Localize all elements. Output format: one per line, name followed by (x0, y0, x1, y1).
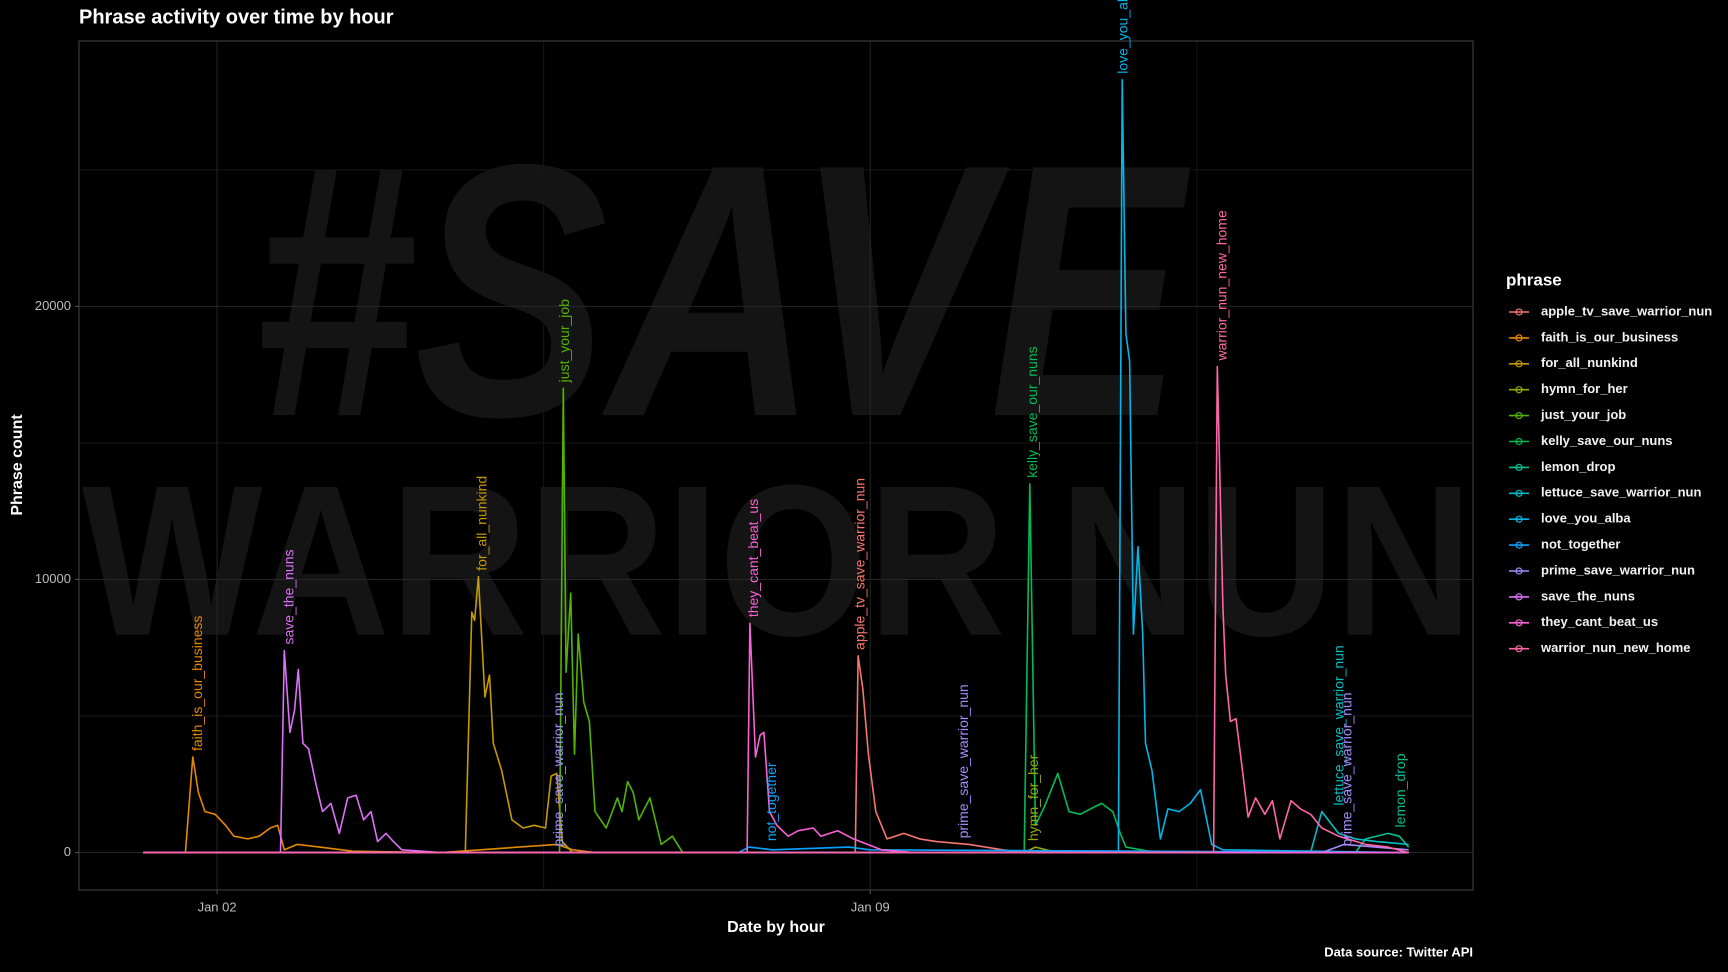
legend-key-point (1515, 308, 1523, 316)
legend-key-point (1515, 541, 1523, 549)
legend-key-point (1515, 386, 1523, 394)
series-line (143, 365, 1409, 854)
legend-label: love_you_alba (1541, 511, 1631, 526)
legend-label: save_the_nuns (1541, 588, 1635, 603)
series-line (143, 78, 1409, 854)
legend-key-point (1515, 645, 1523, 653)
series-line (143, 622, 1409, 854)
series-line (143, 649, 1409, 854)
legend-label: for_all_nunkind (1541, 355, 1638, 370)
panel-background (79, 41, 1473, 890)
legend-label: faith_is_our_business (1541, 329, 1678, 344)
watermark-text: #SAVE (253, 90, 1193, 492)
legend-label: they_cant_beat_us (1541, 614, 1658, 629)
legend-label: apple_tv_save_warrior_nun (1541, 303, 1712, 318)
y-tick-label: 10000 (35, 571, 71, 586)
series-line (143, 575, 1409, 854)
legend-key-point (1515, 515, 1523, 523)
legend-key-point (1515, 437, 1523, 446)
y-tick-label: 20000 (35, 298, 71, 313)
annotation: for_all_nunkind (474, 476, 490, 571)
legend-label: warrior_nun_new_home (1540, 640, 1691, 655)
annotation: kelly_save_our_nuns (1024, 346, 1040, 478)
legend-key-point (1515, 619, 1523, 627)
annotation: hymn_for_her (1025, 754, 1041, 841)
legend-key-point (1515, 360, 1523, 368)
annotation: lemon_drop (1392, 753, 1408, 827)
x-tick-label: Jan 02 (198, 899, 237, 914)
annotation: prime_save_warrior_nun (550, 692, 566, 846)
annotation: apple_tv_save_warrior_nun (852, 478, 868, 650)
legend-key-point (1515, 567, 1523, 575)
annotation: just_your_job (556, 299, 572, 383)
y-axis-label: Phrase count (9, 414, 26, 516)
series-line (143, 756, 1409, 854)
legend-key-point (1515, 463, 1523, 471)
legend-label: lettuce_save_warrior_nun (1541, 485, 1701, 500)
watermark-text: WARRIOR NUN (82, 440, 1473, 681)
legend-key-point (1515, 334, 1523, 342)
x-tick-label: Jan 09 (851, 899, 890, 914)
annotation: not_together (763, 762, 779, 841)
series-line (143, 387, 1409, 854)
legend-key-point (1515, 412, 1523, 420)
legend-key-point (1515, 489, 1523, 497)
legend-label: just_your_job (1540, 407, 1626, 422)
annotation: save_the_nuns (281, 550, 297, 645)
annotation: faith_is_our_business (189, 616, 205, 751)
legend-label: lemon_drop (1541, 459, 1615, 474)
caption: Data source: Twitter API (1324, 944, 1473, 959)
annotation: prime_save_warrior_nun (955, 684, 971, 838)
annotation: love_you_alba (1115, 0, 1131, 74)
legend-label: prime_save_warrior_nun (1541, 562, 1695, 577)
annotation: they_cant_beat_us (745, 499, 761, 617)
y-tick-label: 0 (64, 844, 71, 859)
legend-key-point (1515, 593, 1523, 601)
annotation: prime_save_warrior_nun (1339, 692, 1355, 846)
x-axis-label: Date by hour (727, 919, 825, 936)
legend-label: not_together (1541, 537, 1620, 552)
annotation: lettuce_save_warrior_nun (1330, 645, 1346, 805)
legend-label: hymn_for_her (1541, 381, 1628, 396)
annotation: warrior_nun_new_home (1214, 210, 1230, 361)
legend-label: kelly_save_our_nuns (1541, 433, 1673, 448)
panel-border (78, 40, 1474, 891)
series-line (143, 483, 1409, 854)
legend-title: phrase (1506, 270, 1562, 289)
series-line (143, 655, 1409, 854)
chart-title: Phrase activity over time by hour (79, 6, 394, 28)
